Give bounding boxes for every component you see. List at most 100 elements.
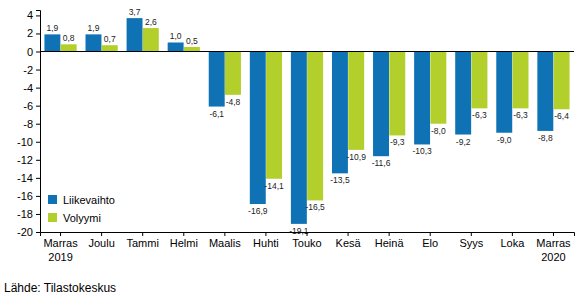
y-tick-mark (36, 70, 40, 71)
x-tick-mark (389, 232, 390, 236)
data-label: 3,7 (129, 7, 141, 17)
y-tick: -2 (23, 64, 40, 76)
y-tick-label: -6 (23, 100, 33, 112)
y-tick-mark (36, 88, 40, 89)
y-tick: -8 (23, 118, 40, 130)
x-tick: Maalis (209, 232, 241, 249)
bar (209, 52, 225, 107)
data-label: 0,8 (63, 33, 75, 43)
y-tick-mark (36, 160, 40, 161)
x-tick-mark (224, 232, 225, 236)
bar (184, 47, 200, 52)
x-tick: Joulu (88, 232, 114, 249)
x-axis: Marras2019JouluTammiHelmiMaalisHuhtiTouk… (41, 232, 575, 263)
data-label: -13,5 (330, 175, 350, 185)
data-label: 1,9 (46, 23, 58, 33)
x-tick-label: Touko (292, 237, 321, 249)
y-tick: 2 (27, 27, 40, 39)
bar (537, 52, 553, 131)
x-tick-mark (512, 232, 513, 236)
data-label: 2,6 (145, 17, 157, 27)
x-tick: Syys (459, 232, 483, 249)
bar (513, 52, 529, 109)
x-tick-label: Kesä (336, 237, 362, 249)
bar (496, 52, 512, 133)
x-tick-label: Elo (422, 237, 438, 249)
y-tick-mark (36, 178, 40, 179)
x-tick-label: Maalis (209, 237, 241, 249)
zero-line (40, 51, 574, 52)
y-tick-label: -12 (17, 154, 33, 166)
data-label: -10,3 (412, 146, 432, 156)
source-note: Lähde: Tilastokeskus (4, 281, 116, 295)
y-axis: 420-2-4-6-8-10-12-14-16-18-20 (17, 9, 40, 238)
y-tick-label: 2 (27, 27, 33, 39)
plot: 1,91,93,71,0-6,1-16,9-19,1-13,5-11,6-10,… (17, 7, 574, 262)
bar (389, 52, 405, 136)
x-tick: Loka (500, 232, 525, 249)
legend-item: Liikevaihto (48, 194, 115, 206)
data-label: -9,3 (390, 137, 405, 147)
y-tick-mark (36, 52, 40, 53)
data-label: 0,5 (186, 36, 198, 46)
data-label: -4,8 (226, 97, 241, 107)
bar (61, 44, 77, 51)
y-tick: -16 (17, 190, 40, 202)
y-tick: -12 (17, 154, 40, 166)
data-label: -6,3 (472, 110, 487, 120)
bar (414, 52, 430, 145)
y-tick-mark (36, 196, 40, 197)
x-tick-label: Helmi (170, 237, 198, 249)
bar (168, 42, 184, 51)
y-tick-label: -4 (23, 82, 33, 94)
y-tick-label: -10 (17, 136, 33, 148)
x-tick: Tammi (126, 232, 158, 249)
x-tick-mark (471, 232, 472, 236)
y-tick-label: 4 (27, 9, 33, 21)
bar (348, 52, 364, 150)
data-label: -14,1 (264, 181, 284, 191)
data-label: -9,0 (497, 135, 512, 145)
data-label: -8,0 (431, 126, 446, 136)
bar (266, 52, 282, 179)
data-label: 0,7 (104, 34, 116, 44)
data-label: -16,9 (248, 206, 268, 216)
legend-swatch (48, 213, 57, 222)
bar (291, 52, 307, 224)
y-tick: 0 (27, 46, 40, 58)
y-tick-mark (36, 33, 40, 34)
bar (225, 52, 241, 95)
y-tick-mark (36, 124, 40, 125)
bar (430, 52, 446, 124)
bar (307, 52, 323, 201)
y-tick-label: -2 (23, 64, 33, 76)
x-tick-mark (307, 232, 308, 236)
data-label: -6,3 (513, 110, 528, 120)
bar (86, 34, 102, 51)
y-tick-mark (36, 106, 40, 107)
y-tick-mark (36, 232, 40, 233)
legend: LiikevaihtoVolyymi (48, 194, 115, 224)
data-label: -11,6 (372, 158, 391, 168)
x-axis-line (41, 233, 575, 237)
y-tick-label: -16 (17, 190, 33, 202)
bars (44, 18, 569, 224)
x-tick-mark (101, 232, 102, 236)
x-tick: Helmi (170, 232, 198, 249)
y-tick-mark (36, 15, 40, 16)
x-tick-label: Heinä (375, 237, 405, 249)
bar (44, 34, 60, 51)
x-tick-label: Marras2020 (536, 237, 571, 263)
y-axis-line (36, 11, 41, 233)
x-tick-mark (553, 232, 554, 236)
bar (554, 52, 570, 110)
y-tick-label: -14 (17, 172, 33, 184)
bar (143, 28, 159, 51)
y-tick: -4 (23, 82, 40, 94)
y-tick: -14 (17, 172, 40, 184)
data-label: -6,1 (209, 109, 224, 119)
y-tick-label: 0 (27, 46, 33, 58)
data-label: -6,4 (554, 111, 569, 121)
y-tick-label: -8 (23, 118, 33, 130)
bar-series (61, 28, 570, 200)
